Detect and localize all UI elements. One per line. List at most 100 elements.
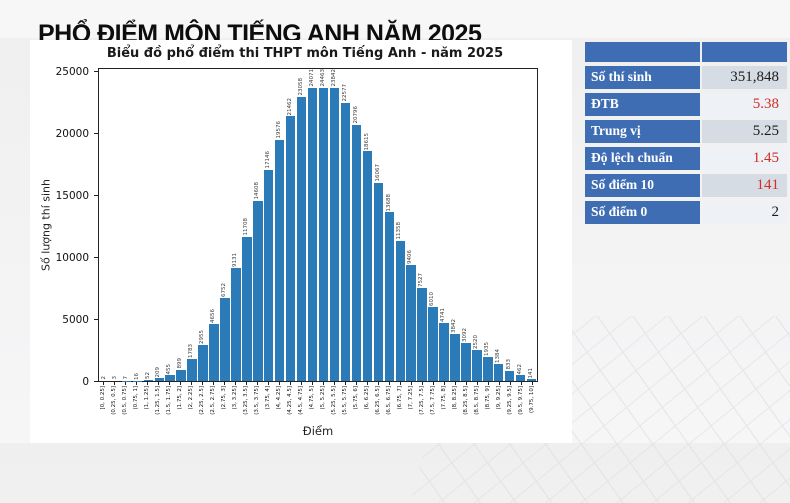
x-tick-cell: (0.75, 1]	[131, 382, 142, 415]
x-tick-label: (6.75, 7]	[398, 386, 404, 410]
bar-slot: 52	[143, 69, 154, 381]
x-tick-mark	[169, 382, 170, 385]
bar	[363, 151, 372, 381]
bar-slot: 16	[132, 69, 143, 381]
bar-value-label: 16	[135, 373, 141, 380]
x-tick-label: (0.75, 1]	[134, 386, 140, 410]
y-tick-label: 20000	[56, 128, 89, 140]
bar	[330, 88, 339, 382]
x-tick-cell: (2.75, 3]	[219, 382, 230, 415]
x-tick-cell: (4.25, 4.5]	[285, 382, 296, 415]
bar-slot: 455	[165, 69, 176, 381]
x-axis-label: Điểm	[98, 424, 538, 438]
stat-value: 351,848	[702, 66, 787, 89]
x-tick-cell: (3.25, 3.5]	[241, 382, 252, 415]
x-tick-label: (7, 7.25]	[409, 386, 415, 410]
x-tick-label: (2, 2.25]	[189, 386, 195, 410]
x-tick-mark	[290, 382, 291, 385]
bar-value-label: 2520	[474, 335, 480, 349]
bar	[450, 334, 459, 381]
bar	[297, 97, 306, 381]
bar-slot: 3	[110, 69, 121, 381]
x-tick-mark	[312, 382, 313, 385]
bar-slot: 22577	[340, 69, 351, 381]
x-tick-cell: (0.25, 0.5]	[109, 382, 120, 415]
bar-slot: 24463	[318, 69, 329, 381]
x-tick-cell: (8, 8.25]	[450, 382, 461, 415]
bar-value-label: 899	[178, 358, 184, 369]
bar-value-label: 209	[156, 367, 162, 378]
bar	[352, 125, 361, 381]
x-tick-label: (7.75, 8]	[442, 386, 448, 410]
stats-header-label-cell	[585, 42, 700, 62]
x-tick-mark	[125, 382, 126, 385]
bar-value-label: 4741	[441, 308, 447, 322]
bar-slot: 462	[515, 69, 526, 381]
bar-value-label: 18615	[365, 133, 371, 151]
x-tick-mark	[433, 382, 434, 385]
x-tick-label: (0.5, 0.75]	[123, 386, 129, 415]
bar-value-label: 13688	[387, 194, 393, 212]
x-tick-mark	[191, 382, 192, 385]
x-tick-cell: (2.25, 2.5]	[197, 382, 208, 415]
stat-value: 5.38	[702, 93, 787, 116]
x-tick-cell: (4.75, 5]	[307, 382, 318, 415]
x-tick-label: (5, 5.25]	[321, 386, 327, 410]
stat-value: 5.25	[702, 120, 787, 143]
bar	[231, 268, 240, 381]
bar-slot: 2520	[471, 69, 482, 381]
bar-value-label: 11358	[397, 222, 403, 240]
x-tick-mark	[455, 382, 456, 385]
x-tick-mark	[136, 382, 137, 385]
x-tick-label: (2.5, 2.75]	[211, 386, 217, 415]
bar-slot: 3842	[450, 69, 461, 381]
bar	[385, 212, 394, 381]
x-tick-label: (7.5, 7.75]	[431, 386, 437, 415]
bar-slot: 16067	[373, 69, 384, 381]
x-tick-mark	[499, 382, 500, 385]
bar-slot: 23058	[296, 69, 307, 381]
x-tick-mark	[477, 382, 478, 385]
bar-value-label: 23842	[332, 69, 338, 87]
bar-slot: 11358	[395, 69, 406, 381]
bar-slot: 2955	[198, 69, 209, 381]
x-tick-label: (1.25, 1.5]	[156, 386, 162, 415]
x-tick-label: (2.75, 3]	[222, 386, 228, 410]
x-tick-mark	[378, 382, 379, 385]
bar	[155, 378, 164, 381]
x-tick-cell: (9.25, 9.5]	[505, 382, 516, 415]
stat-value: 2	[702, 201, 787, 224]
bar-slot: 13688	[384, 69, 395, 381]
x-tick-label: (1.5, 1.75]	[167, 386, 173, 415]
bar	[516, 375, 525, 381]
bar-slot: 14608	[252, 69, 263, 381]
x-tick-mark	[180, 382, 181, 385]
x-tick-cell: (7, 7.25]	[406, 382, 417, 415]
bar-value-label: 3	[113, 376, 119, 380]
x-tick-mark	[521, 382, 522, 385]
bar-value-label: 9131	[233, 253, 239, 267]
x-tick-cell: (3.75, 4]	[263, 382, 274, 415]
x-tick-cell: (0.5, 0.75]	[120, 382, 131, 415]
x-tick-cell: (6.75, 7]	[395, 382, 406, 415]
bar-value-label: 462	[518, 364, 524, 375]
bar-slot: 3092	[460, 69, 471, 381]
bar-slot: 1935	[482, 69, 493, 381]
x-tick-label: (9, 9.25]	[497, 386, 503, 410]
x-tick-mark	[334, 382, 335, 385]
bar-value-label: 6752	[222, 283, 228, 297]
x-tick-label: (4.75, 5]	[310, 386, 316, 410]
x-tick-mark	[147, 382, 148, 385]
x-tick-mark	[301, 382, 302, 385]
bar-value-label: 9406	[408, 250, 414, 264]
x-tick-mark	[444, 382, 445, 385]
bar-value-label: 22577	[343, 84, 349, 102]
bar	[374, 183, 383, 381]
x-tick-cell: (6.5, 6.75]	[384, 382, 395, 415]
